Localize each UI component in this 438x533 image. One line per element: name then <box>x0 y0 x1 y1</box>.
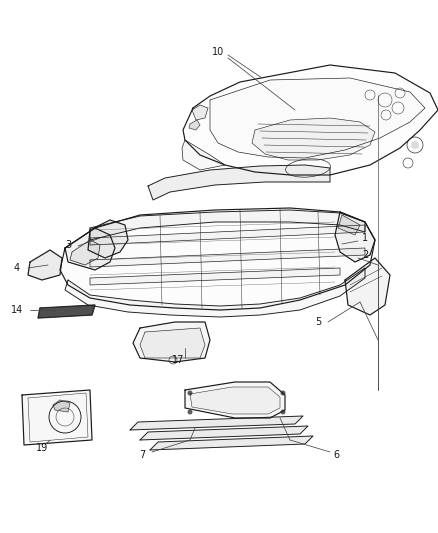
Polygon shape <box>70 240 100 265</box>
Polygon shape <box>185 382 285 418</box>
Text: 14: 14 <box>11 305 23 315</box>
Polygon shape <box>38 305 95 318</box>
Polygon shape <box>192 105 208 120</box>
Text: 2: 2 <box>362 250 368 260</box>
Polygon shape <box>345 258 390 315</box>
Polygon shape <box>140 328 205 358</box>
Polygon shape <box>60 208 375 310</box>
Polygon shape <box>338 215 360 235</box>
Text: 3: 3 <box>65 240 71 250</box>
Polygon shape <box>335 212 375 262</box>
Polygon shape <box>90 225 365 245</box>
Polygon shape <box>90 268 340 285</box>
Circle shape <box>280 391 286 395</box>
Polygon shape <box>133 322 210 362</box>
Circle shape <box>280 409 286 415</box>
Polygon shape <box>183 65 438 175</box>
Polygon shape <box>190 387 280 414</box>
Circle shape <box>187 391 192 395</box>
Polygon shape <box>210 78 425 158</box>
Polygon shape <box>90 210 365 240</box>
Text: 19: 19 <box>36 443 48 453</box>
Text: 1: 1 <box>362 233 368 243</box>
Polygon shape <box>88 220 128 258</box>
Text: 7: 7 <box>139 450 145 460</box>
Text: 5: 5 <box>315 317 321 327</box>
Circle shape <box>411 141 419 149</box>
Polygon shape <box>182 140 225 170</box>
Circle shape <box>187 409 192 415</box>
Polygon shape <box>90 248 365 267</box>
Polygon shape <box>22 390 92 445</box>
Polygon shape <box>65 268 365 317</box>
Polygon shape <box>252 118 375 160</box>
Text: 17: 17 <box>172 355 184 365</box>
Polygon shape <box>28 250 62 280</box>
Text: 6: 6 <box>333 450 339 460</box>
Polygon shape <box>53 400 70 412</box>
Polygon shape <box>189 120 200 130</box>
Text: 4: 4 <box>14 263 20 273</box>
Polygon shape <box>65 228 115 270</box>
Polygon shape <box>130 416 303 430</box>
Text: 10: 10 <box>212 47 224 57</box>
Polygon shape <box>150 436 313 450</box>
Polygon shape <box>140 426 308 440</box>
Polygon shape <box>148 165 330 200</box>
